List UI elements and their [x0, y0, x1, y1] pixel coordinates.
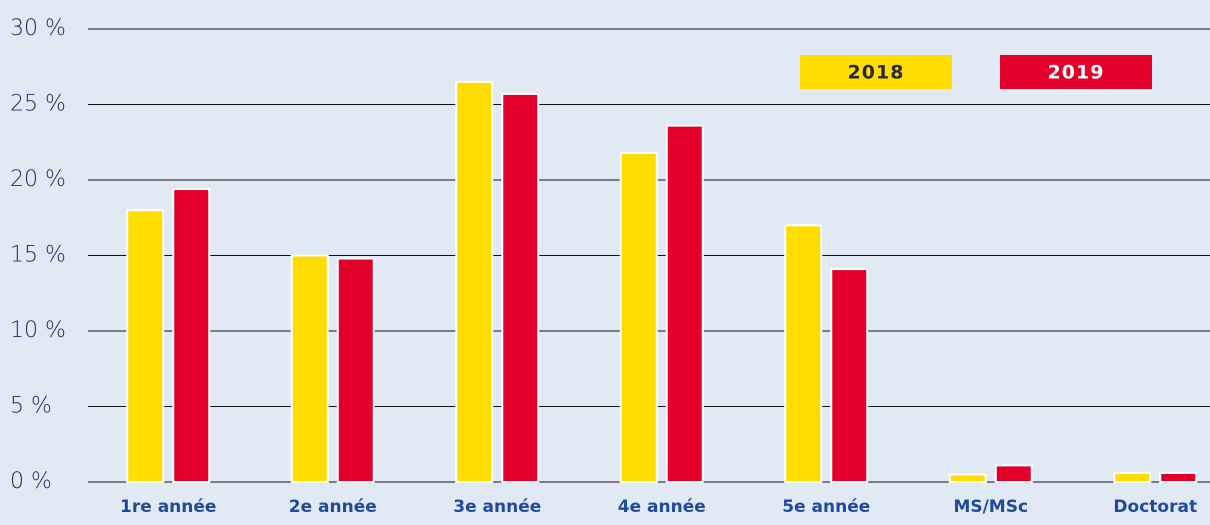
x-tick-label: Doctorat [1113, 497, 1197, 517]
bar [455, 80, 494, 483]
bar [172, 188, 211, 483]
bar [336, 257, 375, 483]
bar [665, 124, 704, 483]
x-tick-label: 1re année [120, 497, 216, 517]
legend-label: 2019 [1048, 62, 1105, 84]
bar [830, 268, 869, 483]
x-tick-label: 3e année [453, 497, 541, 517]
bar [948, 473, 987, 484]
bar [994, 464, 1033, 484]
bar [126, 209, 165, 483]
bar [619, 151, 658, 483]
y-tick-label: 30 % [10, 16, 66, 41]
y-tick-label: 5 % [10, 394, 52, 419]
x-tick-label: 5e année [782, 497, 870, 517]
y-tick-label: 10 % [10, 318, 66, 343]
bar [784, 224, 823, 484]
x-tick-label: 2e année [289, 497, 377, 517]
y-tick-label: 15 % [10, 243, 66, 268]
bar [501, 92, 540, 484]
legend-swatch [1000, 55, 1152, 89]
x-tick-label: MS/MSc [953, 497, 1028, 517]
bar [1113, 471, 1152, 484]
legend-swatch [800, 55, 952, 89]
bar [1159, 471, 1198, 484]
x-tick-label: 4e année [618, 497, 706, 517]
y-tick-label: 25 % [10, 92, 66, 117]
y-tick-label: 0 % [10, 469, 52, 494]
y-tick-label: 20 % [10, 167, 66, 192]
legend-label: 2018 [848, 62, 905, 84]
bar [290, 254, 329, 483]
